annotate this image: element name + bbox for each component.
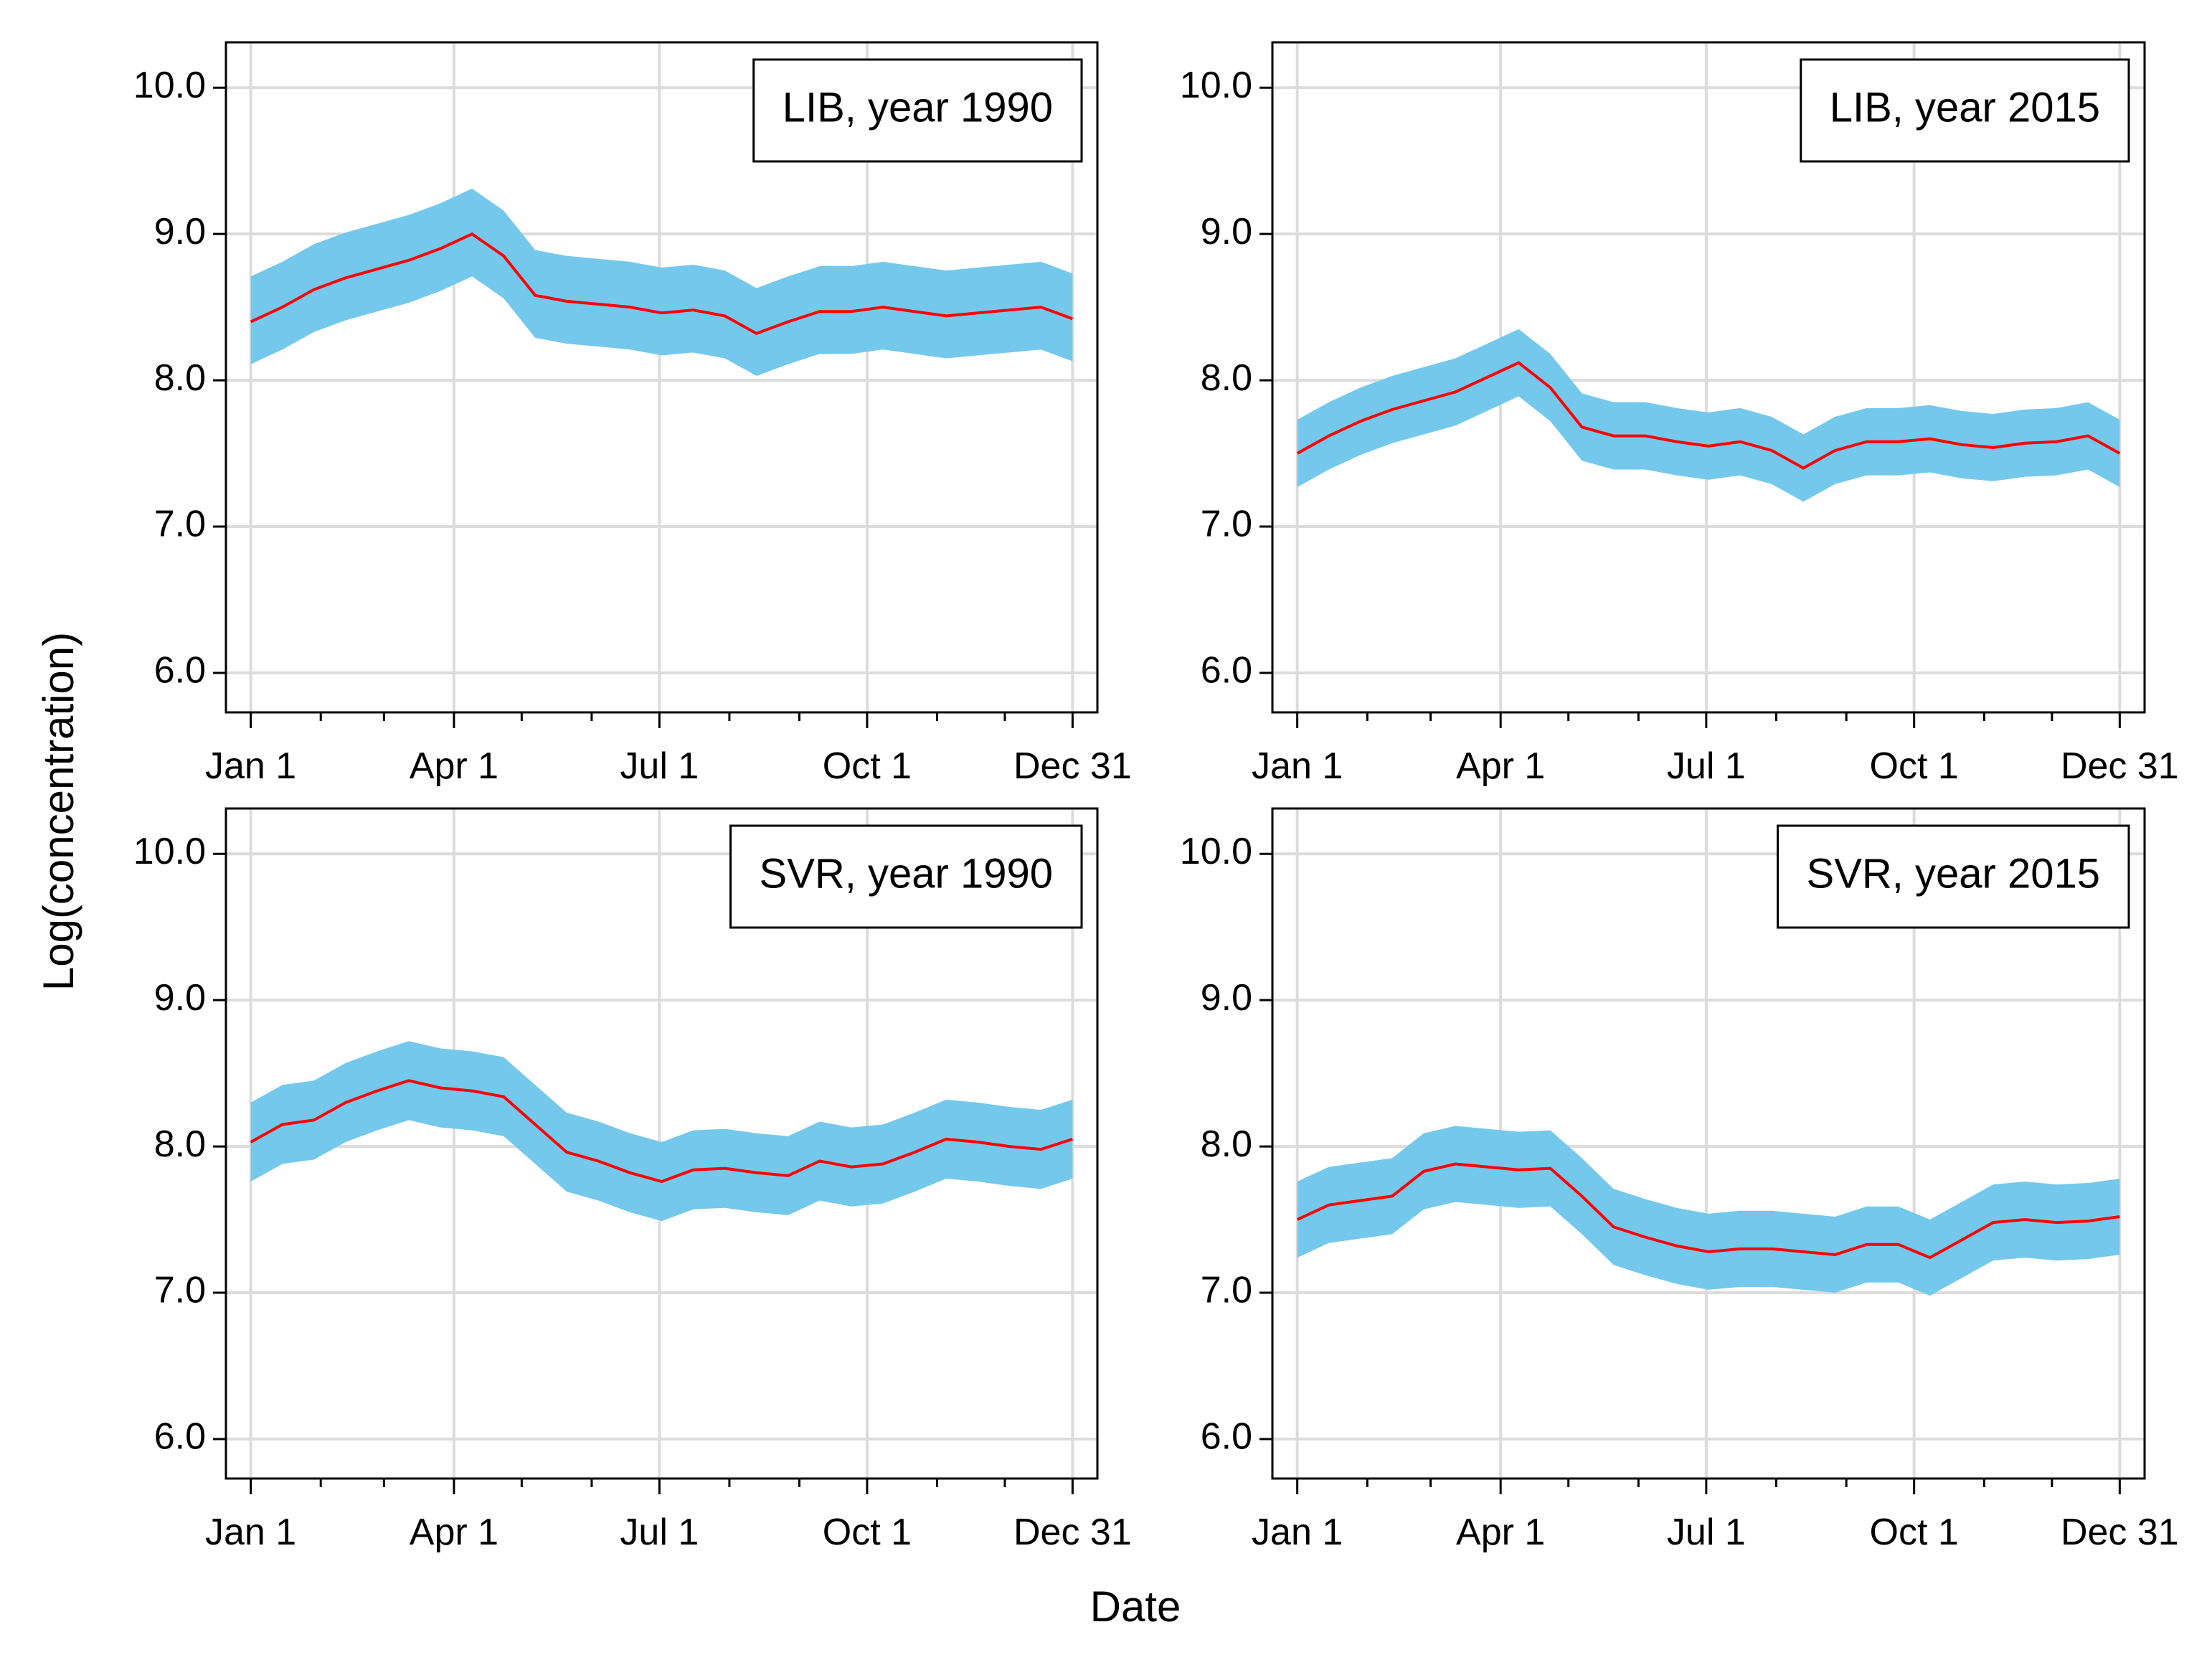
y-tick-label: 6.0 bbox=[154, 1416, 206, 1458]
legend-box bbox=[1777, 824, 2130, 929]
x-tick-label: Jan 1 bbox=[205, 745, 296, 787]
x-tick-label: Jul 1 bbox=[1667, 1512, 1746, 1553]
x-tick-label: Jan 1 bbox=[205, 1512, 296, 1553]
y-tick-label: 7.0 bbox=[154, 1270, 206, 1311]
legend: LIB, year 2015 bbox=[1800, 58, 2130, 163]
x-tick-label: Oct 1 bbox=[823, 745, 912, 787]
y-tick-label: 9.0 bbox=[154, 211, 206, 253]
legend-box bbox=[1800, 58, 2130, 163]
x-tick-label: Oct 1 bbox=[823, 1512, 912, 1553]
legend-label: SVR, year 1990 bbox=[760, 850, 1053, 897]
x-tick-label: Dec 31 bbox=[2061, 745, 2179, 787]
legend: SVR, year 1990 bbox=[729, 824, 1083, 929]
x-tick-label: Apr 1 bbox=[1456, 745, 1545, 787]
y-tick-label: 7.0 bbox=[1201, 1270, 1252, 1311]
y-tick-label: 9.0 bbox=[1201, 211, 1252, 253]
panel: 6.0 7.0 8.0 9.0 10.0 Jan 1 Apr 1 Jul 1 Oct 1 Dec … bbox=[133, 41, 1132, 787]
x-tick-label: Jul 1 bbox=[620, 745, 699, 787]
y-tick-label: 10.0 bbox=[1180, 65, 1252, 106]
plot-frame bbox=[1271, 41, 2146, 714]
x-tick-label: Jan 1 bbox=[1252, 1512, 1343, 1553]
x-tick-label: Apr 1 bbox=[410, 1512, 498, 1553]
y-tick-label: 10.0 bbox=[133, 831, 206, 872]
confidence-band bbox=[250, 1041, 1073, 1222]
y-tick-label: 6.0 bbox=[1201, 650, 1252, 692]
y-tick-label: 7.0 bbox=[154, 504, 206, 545]
x-tick-label: Jan 1 bbox=[1252, 745, 1343, 787]
plot-frame bbox=[224, 41, 1099, 714]
x-tick-label: Dec 31 bbox=[2061, 1512, 2179, 1553]
y-tick-label: 8.0 bbox=[154, 1123, 206, 1165]
y-tick-label: 10.0 bbox=[1180, 831, 1252, 872]
x-tick-label: Jul 1 bbox=[1667, 745, 1746, 787]
y-tick-label: 10.0 bbox=[133, 65, 206, 106]
mean-line bbox=[1296, 361, 2121, 470]
legend: SVR, year 2015 bbox=[1777, 824, 2130, 929]
y-tick-label: 7.0 bbox=[1201, 504, 1252, 545]
legend-box bbox=[729, 824, 1083, 929]
y-tick-label: 9.0 bbox=[1201, 977, 1252, 1019]
x-axis-title: Date bbox=[1090, 1583, 1181, 1631]
legend: LIB, year 1990 bbox=[752, 58, 1083, 163]
y-tick-label: 9.0 bbox=[154, 977, 206, 1019]
x-tick-label: Apr 1 bbox=[1456, 1512, 1545, 1553]
y-axis-title: Log(concentration) bbox=[34, 632, 82, 991]
y-tick-label: 8.0 bbox=[1201, 1123, 1252, 1165]
x-tick-label: Apr 1 bbox=[410, 745, 498, 787]
legend-box bbox=[752, 58, 1083, 163]
mean-line bbox=[1296, 1162, 2120, 1260]
panel: 6.0 7.0 8.0 9.0 10.0 Jan 1 Apr 1 Jul 1 Oct 1 Dec … bbox=[133, 807, 1132, 1553]
y-tick-label: 6.0 bbox=[154, 650, 206, 692]
x-tick-label: Dec 31 bbox=[1013, 745, 1132, 787]
x-tick-label: Jul 1 bbox=[620, 1512, 699, 1553]
legend-label: LIB, year 1990 bbox=[783, 84, 1053, 131]
panel: 6.0 7.0 8.0 9.0 10.0 Jan 1 Apr 1 Jul 1 Oct 1 Dec … bbox=[1180, 41, 2179, 787]
legend-label: SVR, year 2015 bbox=[1807, 850, 2100, 897]
x-tick-label: Dec 31 bbox=[1013, 1512, 1132, 1553]
confidence-band bbox=[1297, 329, 2120, 502]
confidence-band bbox=[250, 188, 1073, 376]
mean-line bbox=[250, 1079, 1073, 1184]
panel: 6.0 7.0 8.0 9.0 10.0 Jan 1 Apr 1 Jul 1 Oct 1 Dec … bbox=[1180, 807, 2179, 1553]
y-tick-label: 8.0 bbox=[154, 357, 206, 399]
mean-line bbox=[250, 232, 1074, 336]
plot-frame bbox=[1271, 807, 2146, 1480]
legend-label: LIB, year 2015 bbox=[1830, 84, 2100, 131]
x-tick-label: Oct 1 bbox=[1870, 745, 1959, 787]
y-tick-label: 8.0 bbox=[1201, 357, 1252, 399]
y-tick-label: 6.0 bbox=[1201, 1416, 1252, 1458]
plot-frame bbox=[224, 807, 1099, 1480]
x-tick-label: Oct 1 bbox=[1870, 1512, 1959, 1553]
